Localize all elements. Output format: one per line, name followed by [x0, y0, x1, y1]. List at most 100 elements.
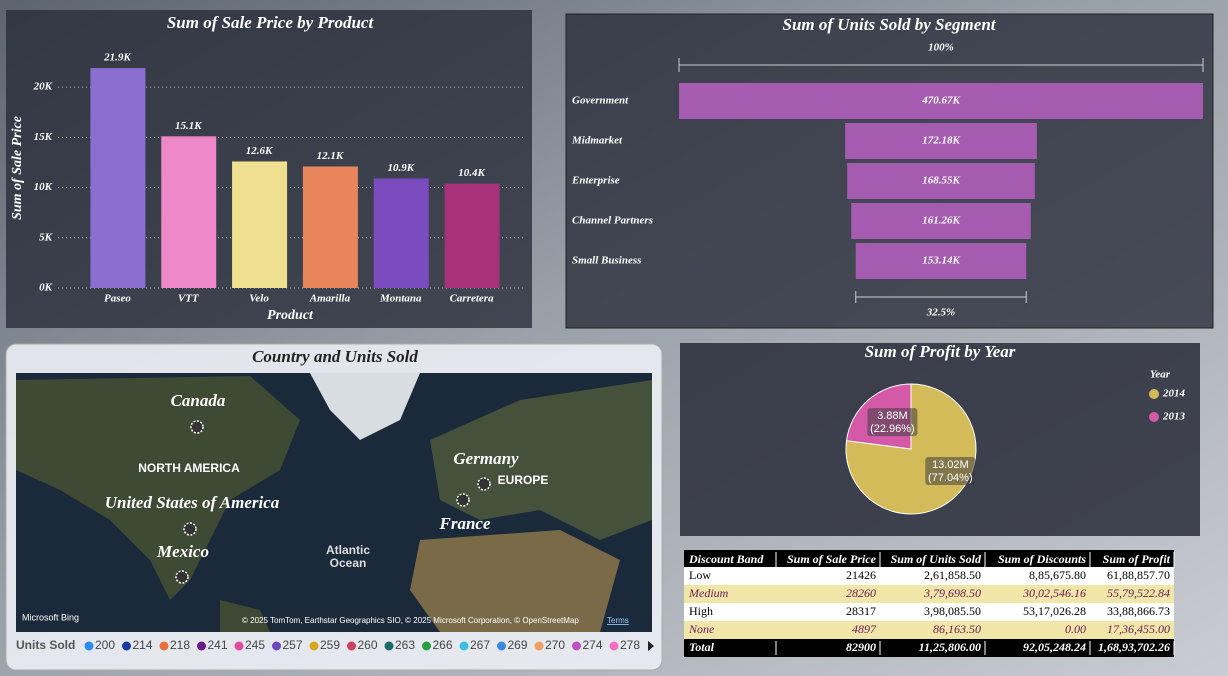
legend-scroll[interactable] [648, 641, 654, 651]
table-cell: 61,88,857.70 [1107, 568, 1170, 582]
table-cell: 3,79,698.50 [923, 586, 981, 600]
bar [302, 166, 358, 288]
funnel-bar [845, 123, 1037, 159]
table-cell: 17,36,455.00 [1107, 622, 1170, 636]
x-tick-label: VTT [178, 293, 200, 305]
region-label: Ocean [330, 556, 367, 570]
data-label: 168.55K [922, 175, 960, 187]
legend-label: 274 [583, 638, 603, 652]
legend-label: 257 [283, 638, 303, 652]
y-tick-label: 0K [39, 282, 53, 294]
legend-marker [1149, 389, 1159, 399]
legend-marker [497, 641, 506, 651]
table-cell: Discount Band [688, 552, 764, 566]
table-cell: 28317 [846, 604, 876, 618]
data-label: 3.88M [877, 410, 908, 422]
legend-label: 270 [545, 638, 565, 652]
funnel-bottom-label: 32.5% [926, 307, 955, 319]
table-row [684, 639, 1174, 657]
funnel-top-label: 100% [928, 42, 954, 54]
table-cell: Total [689, 640, 715, 654]
legend-marker [534, 641, 544, 651]
table-cell: 2,61,858.50 [924, 568, 981, 582]
table-cell: None [688, 622, 715, 636]
table-row [684, 567, 1174, 585]
table-cell: Sum of Sale Price [787, 552, 877, 566]
table-cell: 30,02,546.16 [1022, 586, 1086, 600]
legend-label: 278 [620, 638, 640, 652]
table-row [684, 550, 1174, 570]
table-cell: Medium [688, 586, 729, 600]
land [310, 373, 420, 440]
map-terms[interactable]: Terms [607, 616, 629, 625]
legend-label: 241 [208, 638, 228, 652]
legend-label: 245 [245, 638, 265, 652]
legend-marker [197, 641, 206, 651]
table-row [684, 585, 1174, 603]
legend-marker [159, 641, 169, 651]
data-label: 10.4K [458, 167, 485, 179]
x-tick-label: Amarilla [309, 293, 351, 305]
legend-marker [384, 641, 394, 651]
chart-title: Sum of Profit by Year [865, 342, 1016, 361]
map-title: Country and Units Sold [252, 347, 418, 366]
category-label: Midmarket [571, 135, 623, 147]
legend-marker [84, 641, 94, 651]
data-label: 153.14K [922, 255, 960, 267]
legend-marker [309, 641, 319, 651]
label-box [867, 408, 918, 437]
legend-marker [347, 641, 356, 651]
y-tick-label: 20K [33, 81, 53, 93]
legend-marker [122, 641, 131, 651]
table-cell: 0.00 [1065, 622, 1086, 636]
chart-title: Sum of Sale Price by Product [167, 13, 375, 32]
land [220, 600, 270, 632]
legend-label: 260 [358, 638, 378, 652]
legend-label: 263 [395, 638, 415, 652]
x-tick-label: Carretera [450, 293, 495, 305]
place-label: France [439, 514, 491, 533]
place-marker [183, 522, 197, 536]
category-label: Government [572, 95, 629, 107]
place-label: Canada [171, 391, 226, 410]
place-label: Mexico [156, 542, 209, 561]
table-cell: 8,85,675.80 [1029, 568, 1086, 582]
table-cell: 1,68,93,702.26 [1098, 640, 1170, 654]
legend-marker [609, 641, 619, 651]
table-cell: 82900 [846, 640, 876, 654]
table-cell: Sum of Profit [1103, 552, 1171, 566]
legend-label: 214 [133, 638, 153, 652]
map-provider: Microsoft Bing [22, 612, 79, 622]
category-label: Enterprise [571, 175, 620, 187]
funnel-bar [851, 203, 1031, 239]
map-attribution: © 2025 TomTom, Earthstar Geographics SIO… [242, 616, 579, 625]
land [16, 376, 300, 600]
y-tick-label: 15K [34, 131, 53, 143]
legend-marker [572, 641, 581, 651]
data-label: (22.96%) [870, 423, 915, 435]
legend-label: 259 [320, 638, 340, 652]
place-label: United States of America [105, 493, 280, 512]
data-label: (77.04%) [928, 472, 973, 484]
region-label: Atlantic [326, 543, 370, 557]
legend-marker [1149, 412, 1159, 422]
table-cell: 4897 [852, 622, 877, 636]
chart-title: Sum of Units Sold by Segment [782, 15, 996, 34]
table-cell: 21426 [846, 568, 876, 582]
place-label: Germany [453, 449, 519, 468]
table-cell: 55,79,522.84 [1107, 586, 1170, 600]
place-marker [175, 570, 189, 584]
place-marker [190, 420, 204, 434]
region-label: NORTH AMERICA [138, 461, 240, 475]
legend-marker [272, 641, 281, 651]
data-label: 21.9K [103, 52, 131, 64]
table-cell: 11,25,806.00 [919, 640, 981, 654]
legend-title: Units Sold [16, 638, 75, 652]
y-axis-label: Sum of Sale Price [10, 116, 25, 220]
legend-title: Year [1150, 369, 1171, 381]
table-row [684, 621, 1174, 639]
legend-label: 218 [170, 638, 190, 652]
legend-label: 2013 [1162, 411, 1186, 423]
